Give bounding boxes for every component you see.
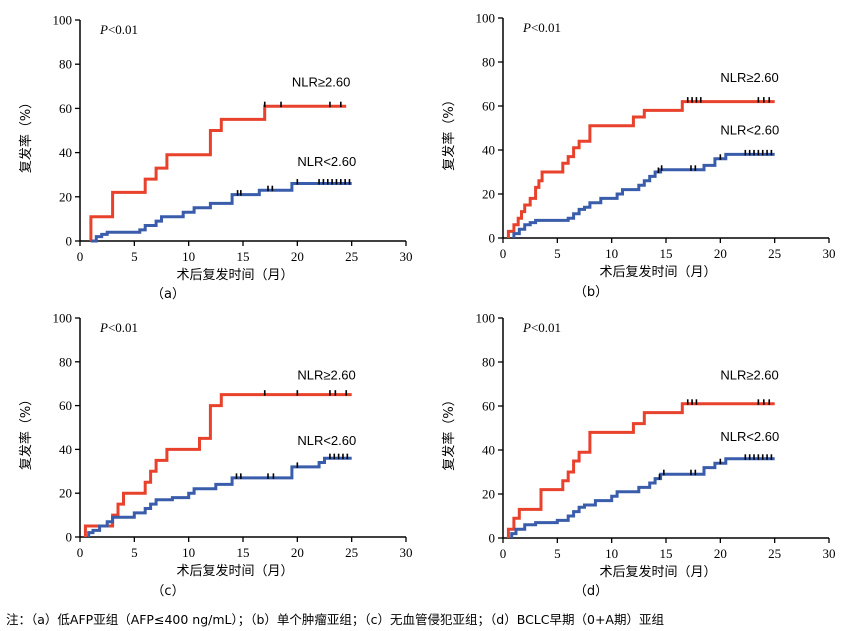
- p-value-label: P<0.01: [522, 20, 561, 35]
- x-tick-label: 30: [400, 249, 413, 264]
- chart-panel-d: 0 20 40 60 80 100 0 5 10 15 20 25 30 术后复发时间（月） 复发率（%） （…: [441, 311, 836, 600]
- y-tick-label: 100: [476, 11, 496, 26]
- x-tick-label: 10: [182, 249, 195, 264]
- y-tick-label: 20: [59, 189, 72, 204]
- y-tick-label: 60: [59, 398, 72, 413]
- series-line-low: [512, 152, 775, 238]
- series-label-high: NLR≥2.60: [297, 367, 355, 382]
- x-tick-label: 15: [237, 249, 250, 264]
- x-axis-title: 术后复发时间（月）: [599, 564, 716, 580]
- y-tick-label: 100: [476, 311, 496, 326]
- x-axis-title: 术后复发时间（月）: [176, 267, 293, 283]
- y-axis-title: 复发率（%）: [441, 93, 457, 170]
- series-label-low: NLR<2.60: [720, 429, 779, 444]
- y-tick-label: 0: [66, 530, 73, 545]
- x-tick-label: 20: [714, 246, 727, 261]
- x-tick-label: 15: [237, 545, 250, 560]
- series-line-low: [510, 457, 775, 538]
- x-tick-label: 5: [554, 246, 561, 261]
- x-axis-title: 术后复发时间（月）: [599, 264, 716, 280]
- panel-label: （b）: [574, 285, 608, 300]
- x-tick-label: 25: [768, 246, 781, 261]
- y-tick-label: 0: [489, 231, 496, 246]
- x-tick-label: 0: [500, 546, 507, 561]
- series-line-high: [83, 393, 352, 537]
- x-tick-label: 15: [660, 246, 673, 261]
- series-line-low: [90, 182, 352, 243]
- y-tick-label: 40: [482, 143, 495, 158]
- series-label-high: NLR≥2.60: [292, 74, 350, 89]
- x-tick-label: 5: [131, 249, 138, 264]
- x-tick-label: 25: [345, 545, 358, 560]
- y-tick-label: 80: [482, 355, 495, 370]
- y-tick-label: 0: [66, 234, 73, 249]
- series-line-low: [87, 456, 352, 537]
- y-tick-label: 40: [482, 443, 495, 458]
- x-tick-label: 5: [554, 546, 561, 561]
- x-tick-label: 30: [823, 546, 836, 561]
- x-tick-label: 0: [77, 249, 84, 264]
- p-value-label: P<0.01: [522, 320, 561, 335]
- y-tick-label: 80: [59, 354, 72, 369]
- y-tick-label: 80: [482, 55, 495, 70]
- y-axis-title: 复发率（%）: [18, 96, 34, 173]
- y-tick-label: 60: [482, 399, 495, 414]
- series-line-high: [89, 104, 347, 241]
- series-label-low: NLR<2.60: [297, 433, 356, 448]
- y-tick-label: 20: [59, 486, 72, 501]
- series-label-low: NLR<2.60: [297, 154, 356, 169]
- chart-panel-c: 0 20 40 60 80 100 0 5 10 15 20 25 30 术后复发时间（月） 复发率（%） （…: [18, 311, 413, 600]
- x-tick-label: 25: [345, 249, 358, 264]
- x-tick-label: 0: [77, 545, 84, 560]
- y-tick-label: 20: [482, 487, 495, 502]
- y-tick-label: 60: [59, 101, 72, 116]
- series-label-high: NLR≥2.60: [720, 70, 778, 85]
- x-tick-label: 20: [291, 545, 304, 560]
- y-tick-label: 20: [482, 187, 495, 202]
- figure-note: 注：（a）低AFP亚组（AFP≤400 ng/mL）；（b）单个肿瘤亚组；（c）…: [6, 612, 664, 627]
- y-tick-label: 0: [489, 531, 496, 546]
- p-value-label: P<0.01: [99, 320, 138, 335]
- y-tick-label: 40: [59, 145, 72, 160]
- x-tick-label: 20: [714, 546, 727, 561]
- y-tick-label: 40: [59, 442, 72, 457]
- y-axis-title: 复发率（%）: [18, 393, 34, 470]
- series-label-high: NLR≥2.60: [720, 368, 778, 383]
- y-tick-label: 100: [53, 13, 73, 28]
- x-tick-label: 10: [605, 246, 618, 261]
- x-tick-label: 10: [182, 545, 195, 560]
- x-tick-label: 30: [823, 246, 836, 261]
- x-tick-label: 0: [500, 246, 507, 261]
- y-tick-label: 80: [59, 57, 72, 72]
- x-tick-label: 30: [400, 545, 413, 560]
- x-tick-label: 15: [660, 546, 673, 561]
- x-tick-label: 10: [605, 546, 618, 561]
- y-tick-label: 60: [482, 99, 495, 114]
- chart-panel-a: 0 20 40 60 80 100 0 5 10 15 20 25 30 术后复发时间（月） 复发率（%） （…: [18, 13, 413, 303]
- panel-label: （c）: [151, 584, 184, 599]
- series-line-high: [506, 100, 775, 238]
- series-label-low: NLR<2.60: [720, 123, 779, 138]
- panel-label: （d）: [574, 584, 608, 599]
- panel-label: （a）: [151, 287, 185, 302]
- series-line-high: [506, 402, 775, 538]
- chart-panel-b: 0 20 40 60 80 100 0 5 10 15 20 25 30 术后复发时间（月） 复发率（%） （…: [441, 11, 836, 301]
- p-value-label: P<0.01: [99, 22, 138, 37]
- y-tick-label: 100: [53, 311, 73, 326]
- x-tick-label: 20: [291, 249, 304, 264]
- x-tick-label: 5: [131, 545, 138, 560]
- x-axis-title: 术后复发时间（月）: [176, 563, 293, 579]
- y-axis-title: 复发率（%）: [441, 393, 457, 470]
- x-tick-label: 25: [768, 546, 781, 561]
